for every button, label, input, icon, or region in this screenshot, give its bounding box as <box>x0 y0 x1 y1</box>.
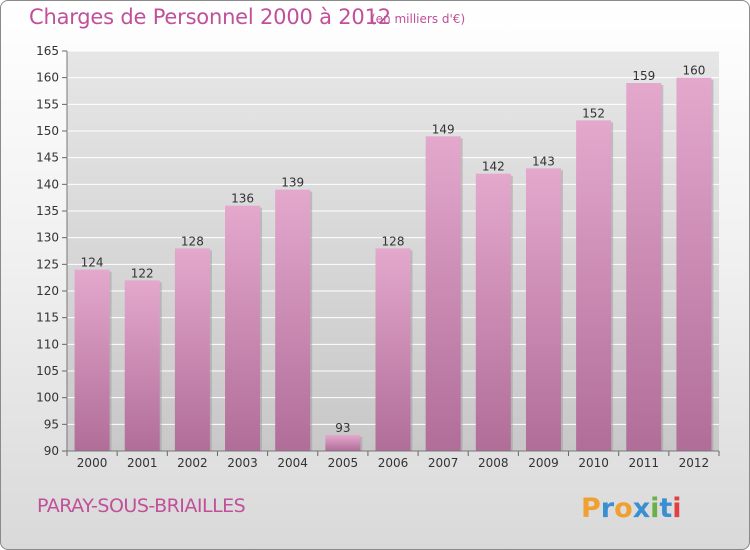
logo-letter: x <box>633 493 650 524</box>
logo-letter: i <box>672 493 681 524</box>
bars: 124 122 128 136 139 93 128 149 142 143 152 159 160 <box>74 64 714 452</box>
bar <box>225 205 261 451</box>
logo-letter: r <box>601 493 615 524</box>
bar <box>576 120 612 451</box>
x-tick-label: 2004 <box>277 456 308 470</box>
bar <box>425 136 461 452</box>
proxiti-logo: Proxiti <box>581 493 682 524</box>
logo-letter: i <box>650 493 659 524</box>
y-axis: 90 95 100 105 110 115 120 125 130 135 140 145 150 155… <box>36 44 68 458</box>
place-name: PARAY-SOUS-BRIAILLES <box>37 495 246 517</box>
bar <box>325 435 361 451</box>
y-tick-label: 115 <box>36 311 59 325</box>
value-label: 160 <box>682 64 705 78</box>
x-axis: 2000 2001 2002 2003 2004 2005 2006 2007 2008 2009… <box>66 450 720 470</box>
y-tick-label: 145 <box>36 151 59 165</box>
x-tick-label: 2010 <box>578 456 609 470</box>
chart-title: Charges de Personnel 2000 à 2012 <box>29 5 391 29</box>
bar <box>174 248 210 451</box>
bar <box>525 168 561 452</box>
value-label: 149 <box>432 122 455 136</box>
value-label: 143 <box>532 154 555 168</box>
bar <box>676 77 712 452</box>
x-tick-label: 2006 <box>378 456 409 470</box>
x-tick-label: 2000 <box>77 456 108 470</box>
x-tick-label: 2005 <box>328 456 359 470</box>
x-tick-label: 2011 <box>628 456 659 470</box>
value-label: 93 <box>335 421 350 435</box>
x-tick-label: 2003 <box>227 456 258 470</box>
y-tick-label: 95 <box>44 417 59 431</box>
value-label: 136 <box>231 192 254 206</box>
bar <box>275 189 311 451</box>
bar <box>375 248 411 451</box>
logo-letter: t <box>659 493 672 524</box>
y-tick-label: 155 <box>36 97 59 111</box>
bar <box>124 280 160 451</box>
value-label: 159 <box>632 69 655 83</box>
value-label: 128 <box>181 234 204 248</box>
y-tick-label: 140 <box>36 177 59 191</box>
chart-subtitle: (en milliers d'€) <box>371 12 466 26</box>
y-tick-label: 120 <box>36 284 59 298</box>
y-tick-label: 165 <box>36 44 59 58</box>
x-tick-label: 2008 <box>478 456 509 470</box>
bar <box>74 269 110 451</box>
x-tick-label: 2002 <box>177 456 208 470</box>
y-tick-label: 125 <box>36 257 59 271</box>
value-label: 122 <box>131 266 154 280</box>
value-label: 139 <box>281 176 304 190</box>
value-label: 128 <box>382 234 405 248</box>
svg-text:Proxiti: Proxiti <box>581 493 682 524</box>
y-tick-label: 90 <box>44 444 59 458</box>
bar <box>475 173 511 451</box>
x-tick-label: 2009 <box>528 456 559 470</box>
logo-letter: o <box>614 493 633 524</box>
value-label: 142 <box>482 160 505 174</box>
y-tick-label: 130 <box>36 231 59 245</box>
value-label: 152 <box>582 106 605 120</box>
y-tick-label: 150 <box>36 124 59 138</box>
x-tick-label: 2001 <box>127 456 158 470</box>
bar <box>626 83 662 451</box>
logo-letter: P <box>581 493 601 524</box>
x-tick-label: 2012 <box>679 456 710 470</box>
y-tick-label: 135 <box>36 204 59 218</box>
value-label: 124 <box>81 256 104 270</box>
x-tick-label: 2007 <box>428 456 459 470</box>
y-tick-label: 100 <box>36 391 59 405</box>
y-tick-label: 105 <box>36 364 59 378</box>
y-tick-label: 110 <box>36 337 59 351</box>
y-tick-label: 160 <box>36 71 59 85</box>
